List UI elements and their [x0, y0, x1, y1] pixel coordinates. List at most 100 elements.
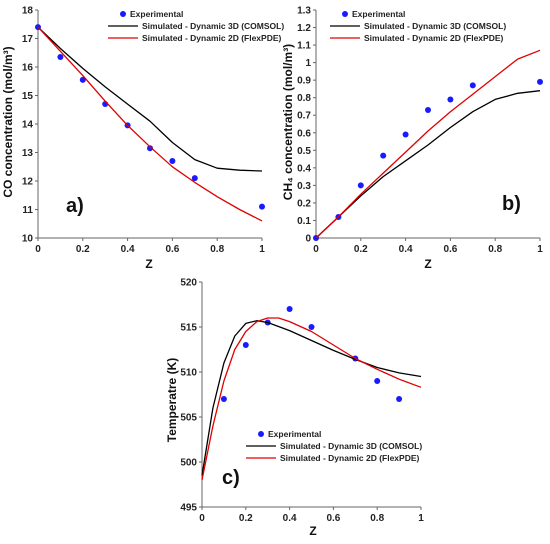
x-tick-label: 0.8	[370, 513, 384, 524]
legend-label: Experimental	[352, 9, 405, 19]
y-tick-label: 510	[180, 368, 197, 379]
x-tick-label: 1	[537, 244, 543, 255]
y-tick-label: 500	[180, 458, 197, 469]
experimental-point	[396, 396, 403, 402]
legend-marker-experimental	[258, 431, 264, 437]
legend-label: Experimental	[130, 9, 183, 19]
x-tick-label: 0.6	[165, 244, 179, 255]
panel-b-ylabel: CH₄ concentration (mol/m³)	[281, 44, 295, 200]
panel-c-ylabel: Temperatre (K)	[165, 358, 179, 442]
y-tick-label: 13	[22, 148, 34, 159]
y-tick-label: 0.3	[297, 181, 311, 192]
legend-label: Simulated - Dynamic 2D (FlexPDE)	[280, 453, 420, 463]
y-tick-label: 1.1	[297, 41, 311, 52]
y-tick-label: 18	[22, 6, 34, 17]
legend-marker-experimental	[342, 11, 348, 17]
experimental-point	[79, 76, 86, 83]
x-tick-label: 0	[35, 244, 41, 255]
y-tick-label: 10	[22, 234, 34, 245]
y-tick-label: 0.1	[297, 216, 311, 227]
y-tick-label: 495	[180, 503, 197, 514]
legend-marker-experimental	[120, 11, 126, 17]
x-tick-label: 0.6	[443, 244, 457, 255]
y-tick-label: 0.8	[297, 93, 311, 104]
y-tick-label: 12	[22, 177, 34, 188]
panel-b-label: b)	[502, 193, 521, 215]
y-tick-label: 0.2	[297, 198, 311, 209]
panel-c: Temperatre (K) Z c) 495 500 505 510 515 520 0 0…	[165, 278, 424, 539]
legend: Experimental Simulated - Dynamic 3D (COMS…	[246, 429, 422, 463]
x-tick-label: 0.4	[283, 513, 297, 524]
panel-a-xlabel: Z	[145, 257, 152, 271]
legend: Experimental Simulated - Dynamic 3D (COMS…	[108, 9, 284, 43]
y-tick-label: 15	[22, 91, 34, 102]
x-tick-label: 0.8	[488, 244, 502, 255]
series-line-comsol-3d	[315, 90, 541, 239]
x-tick-label: 0	[313, 244, 319, 255]
x-tick-label: 0.6	[326, 513, 340, 524]
experimental-point	[259, 203, 265, 210]
experimental-point	[169, 158, 176, 165]
y-tick-label: 16	[22, 63, 34, 74]
y-tick-label: 17	[22, 34, 34, 45]
x-tick-label: 0.4	[399, 244, 413, 255]
y-tick-label: 520	[180, 278, 197, 289]
x-tick-label: 1	[259, 244, 265, 255]
legend-label: Simulated - Dynamic 2D (FlexPDE)	[142, 33, 282, 43]
y-tick-label: 1.2	[297, 23, 311, 34]
y-tick-label: 0.6	[297, 128, 311, 139]
series-line-flexpde-2d	[37, 26, 263, 222]
experimental-point	[242, 342, 249, 348]
y-tick-label: 505	[180, 413, 197, 424]
panel-a-label: a)	[66, 195, 84, 217]
experimental-point	[357, 182, 364, 189]
panel-a-ylabel: CO concentration (mol/m³)	[1, 46, 15, 197]
panel-b: CH₄ concentration (mol/m³) Z b) 0 0.1 0.2 0…	[281, 6, 543, 272]
experimental-point	[447, 96, 454, 103]
x-tick-label: 0.2	[354, 244, 368, 255]
experimental-point	[402, 131, 409, 138]
experimental-point	[537, 78, 543, 85]
series-line-comsol-3d	[37, 26, 263, 172]
y-tick-label: 0.5	[297, 146, 311, 157]
panel-c-xlabel: Z	[309, 524, 316, 538]
x-tick-label: 0.2	[239, 513, 253, 524]
experimental-point	[286, 306, 293, 312]
experimental-point	[469, 82, 476, 89]
x-tick-label: 1	[418, 513, 424, 524]
y-tick-label: 0.7	[297, 111, 311, 122]
x-tick-label: 0.2	[76, 244, 90, 255]
panel-c-label: c)	[222, 467, 240, 489]
experimental-point	[57, 54, 64, 61]
legend-label: Experimental	[268, 429, 321, 439]
y-tick-label: 11	[22, 205, 33, 216]
legend: Experimental Simulated - Dynamic 3D (COMS…	[330, 9, 506, 43]
y-tick-label: 0	[305, 234, 311, 245]
experimental-point	[147, 145, 153, 152]
x-tick-label: 0.4	[121, 244, 135, 255]
legend-label: Simulated - Dynamic 3D (COMSOL)	[280, 441, 422, 451]
experimental-point	[380, 152, 387, 159]
legend-label: Simulated - Dynamic 2D (FlexPDE)	[364, 33, 504, 43]
experimental-point	[220, 396, 227, 402]
y-tick-label: 515	[180, 323, 197, 334]
experimental-point	[374, 378, 381, 384]
experimental-point	[425, 106, 431, 113]
experimental-point	[308, 324, 315, 330]
panel-a: CO concentration (mol/m³) Z a) 101112131…	[1, 6, 284, 272]
legend-label: Simulated - Dynamic 3D (COMSOL)	[364, 21, 506, 31]
x-tick-label: 0	[199, 513, 205, 524]
panel-b-xlabel: Z	[424, 257, 431, 271]
series-line-flexpde-2d	[315, 49, 541, 239]
y-tick-label: 1.3	[297, 6, 311, 17]
experimental-point	[191, 175, 198, 182]
series-line-comsol-3d	[201, 320, 422, 476]
y-tick-label: 14	[22, 120, 34, 131]
y-tick-label: 1	[305, 58, 311, 69]
series-line-flexpde-2d	[201, 317, 422, 481]
legend-label: Simulated - Dynamic 3D (COMSOL)	[142, 21, 284, 31]
y-tick-label: 0.9	[297, 76, 311, 87]
y-tick-label: 0.4	[297, 163, 311, 174]
x-tick-label: 0.8	[210, 244, 224, 255]
